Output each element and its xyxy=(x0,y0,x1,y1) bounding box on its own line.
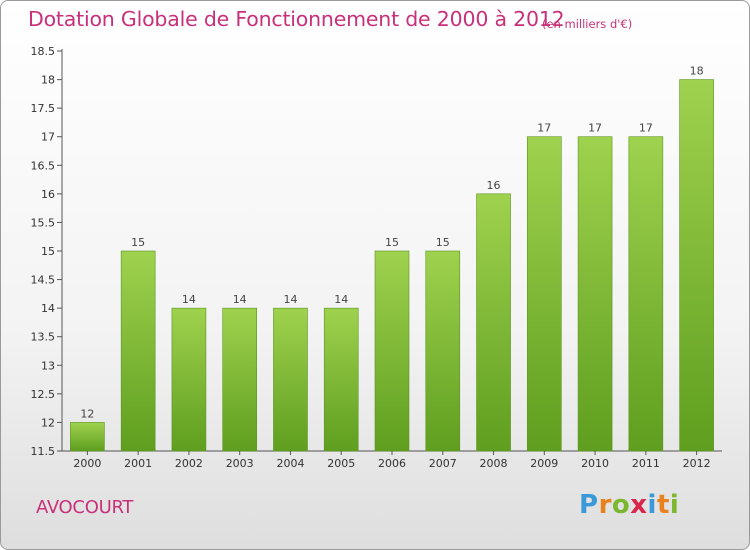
bar xyxy=(425,250,461,452)
y-tick-label: 13 xyxy=(41,359,55,372)
bar-value-label: 14 xyxy=(283,293,297,306)
bar xyxy=(577,136,613,452)
bar-value-label: 14 xyxy=(182,293,196,306)
bar-value-label: 17 xyxy=(639,122,653,135)
bar-value-label: 17 xyxy=(537,122,551,135)
bar xyxy=(374,250,410,452)
logo-letter: r xyxy=(598,490,612,520)
y-tick-label: 15.5 xyxy=(31,216,56,229)
y-tick-label: 12 xyxy=(41,416,55,429)
x-tick-label: 2007 xyxy=(429,457,457,470)
logo-letter: i xyxy=(647,490,657,520)
bar xyxy=(222,307,257,452)
y-tick-label: 16.5 xyxy=(31,159,56,172)
y-tick-label: 17 xyxy=(41,131,55,144)
bar xyxy=(120,250,156,452)
x-tick-label: 2005 xyxy=(327,457,355,470)
chart-subtitle: (en milliers d'€) xyxy=(542,17,633,31)
x-axis-ticks: 2000 2001 2002 2003 2004 2005 2006 2007 2008 2009… xyxy=(73,451,711,470)
bar xyxy=(679,79,714,452)
bar-value-label: 15 xyxy=(385,236,399,249)
bar-value-label: 17 xyxy=(588,122,602,135)
x-tick-label: 2011 xyxy=(632,457,660,470)
x-tick-label: 2004 xyxy=(276,457,304,470)
y-tick-label: 14.5 xyxy=(31,274,56,287)
bar xyxy=(628,136,664,452)
y-axis-ticks: 11.5 12 12.5 13 13.5 14 14.5 15 15.5 16 16.5 17 17.5… xyxy=(31,45,62,458)
bar-value-label: 14 xyxy=(233,293,247,306)
y-tick-label: 16 xyxy=(41,188,55,201)
bars: 12 15 14 14 14 14 15 15 16 17 17 17 18 xyxy=(70,65,714,452)
y-tick-label: 17.5 xyxy=(31,102,56,115)
x-tick-label: 2010 xyxy=(581,457,609,470)
y-tick-label: 18 xyxy=(41,74,55,87)
bar xyxy=(273,307,308,452)
y-tick-label: 12.5 xyxy=(31,388,56,401)
bar xyxy=(323,307,359,452)
x-tick-label: 2009 xyxy=(530,457,558,470)
x-tick-label: 2000 xyxy=(73,457,101,470)
x-tick-label: 2001 xyxy=(124,457,152,470)
bar-value-label: 14 xyxy=(334,293,348,306)
logo-letter: o xyxy=(611,490,631,520)
bar-value-label: 16 xyxy=(487,179,501,192)
x-tick-label: 2006 xyxy=(378,457,406,470)
proxiti-logo[interactable]: Proxiti xyxy=(579,490,679,520)
bar xyxy=(476,193,511,452)
x-tick-label: 2012 xyxy=(683,457,711,470)
logo-letter: t xyxy=(656,490,670,520)
chart-title: Dotation Globale de Fonctionnement de 20… xyxy=(28,7,565,31)
y-tick-label: 11.5 xyxy=(31,445,56,458)
logo-letter: x xyxy=(630,490,648,520)
y-tick-label: 14 xyxy=(41,302,55,315)
commune-name: AVOCOURT xyxy=(36,497,134,518)
bar-value-label: 18 xyxy=(690,65,704,78)
x-tick-label: 2003 xyxy=(226,457,254,470)
x-tick-label: 2002 xyxy=(175,457,203,470)
x-tick-label: 2008 xyxy=(480,457,508,470)
bar xyxy=(70,422,105,452)
bar-value-label: 15 xyxy=(131,236,145,249)
logo-letter: i xyxy=(669,490,680,520)
bar-value-label: 12 xyxy=(80,407,94,420)
bar xyxy=(527,136,562,452)
bar xyxy=(171,307,207,452)
logo-letter: P xyxy=(579,490,599,520)
bar-value-label: 15 xyxy=(436,236,450,249)
y-tick-label: 18.5 xyxy=(31,45,56,58)
y-tick-label: 15 xyxy=(41,245,55,258)
y-tick-label: 13.5 xyxy=(31,331,56,344)
